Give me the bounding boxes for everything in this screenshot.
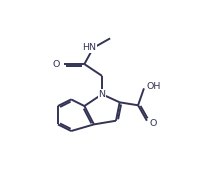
Text: OH: OH xyxy=(146,82,161,91)
Text: HN: HN xyxy=(82,43,96,52)
Text: N: N xyxy=(99,90,106,99)
Text: O: O xyxy=(52,60,59,69)
Text: O: O xyxy=(149,119,156,128)
